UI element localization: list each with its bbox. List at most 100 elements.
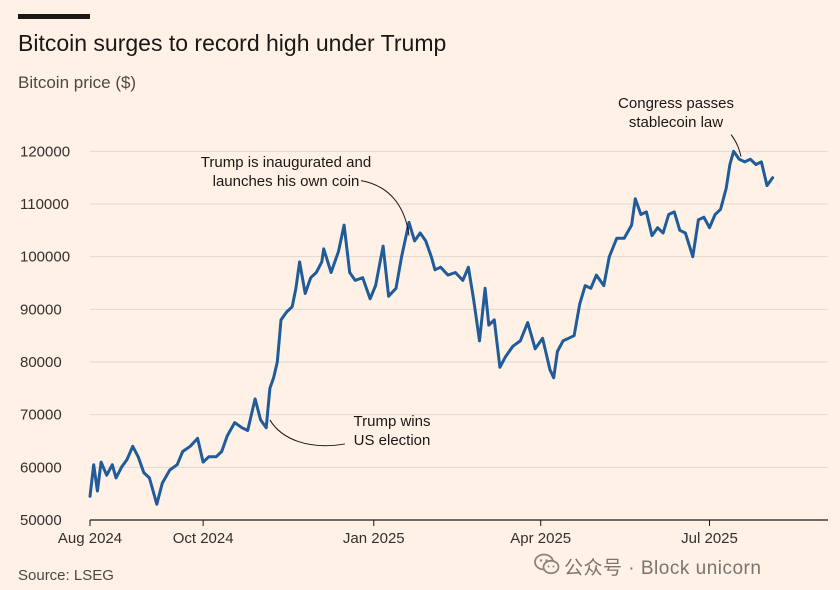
data-point [714, 213, 716, 216]
data-point [733, 150, 735, 152]
data-point [330, 271, 332, 274]
data-point [738, 158, 740, 160]
data-point [590, 287, 592, 289]
data-point [176, 464, 178, 466]
y-tick-label: 120000 [20, 143, 70, 160]
data-point [349, 271, 351, 274]
data-point [425, 240, 427, 242]
data-point [221, 450, 223, 453]
data-point [354, 279, 356, 281]
source-note: Source: LSEG [18, 567, 114, 584]
data-point [662, 232, 664, 234]
data-point [584, 285, 586, 287]
y-tick-labels: 50000 60000 70000 80000 90000 100000 110000 120… [20, 143, 70, 529]
grid-lines [90, 150, 828, 521]
data-point [215, 456, 217, 458]
annotation-leader [360, 180, 410, 236]
annotation-label: launches his own coin [213, 173, 360, 190]
series-layer [88, 149, 775, 506]
data-point [202, 461, 204, 463]
data-point [478, 340, 481, 342]
data-point [579, 303, 581, 305]
data-point [608, 256, 610, 258]
data-point [447, 274, 449, 276]
data-point [573, 335, 575, 337]
data-point [189, 445, 191, 447]
data-point [512, 345, 514, 347]
data-point [106, 474, 108, 476]
data-point [143, 472, 145, 474]
y-axis-label: Bitcoin price ($) [18, 73, 137, 92]
data-point [323, 248, 325, 250]
data-point [343, 224, 345, 226]
data-point [493, 319, 495, 321]
data-point [729, 163, 731, 166]
data-point [395, 287, 397, 289]
data-point [567, 337, 570, 339]
y-tick-label: 70000 [20, 407, 62, 424]
data-point [148, 477, 150, 479]
data-point [304, 292, 306, 295]
annotation-label: Congress passes [618, 95, 734, 112]
data-point [623, 237, 625, 239]
data-point [766, 184, 768, 187]
data-point [720, 208, 722, 210]
data-point [488, 324, 490, 326]
data-point [668, 213, 670, 216]
data-point [96, 490, 99, 492]
data-point [562, 340, 564, 342]
x-tick-label: Jan 2025 [343, 530, 405, 547]
data-point [640, 213, 642, 216]
data-point [169, 469, 171, 471]
data-point [656, 227, 659, 229]
data-point [276, 361, 278, 363]
annotation-leader [730, 134, 742, 157]
data-point [273, 377, 275, 379]
data-point [298, 261, 301, 263]
y-tick-label: 110000 [20, 196, 69, 213]
annotation-label: stablecoin law [629, 114, 723, 131]
data-point [247, 429, 249, 432]
data-point [708, 227, 711, 229]
chart-title: Bitcoin surges to record high under Trum… [18, 30, 447, 56]
data-point [337, 250, 340, 252]
data-point [413, 240, 416, 242]
data-point [504, 356, 507, 358]
data-point [549, 369, 551, 371]
data-point [132, 445, 134, 447]
annotation-label: Trump wins [354, 413, 431, 430]
data-point [100, 461, 102, 463]
data-point [553, 377, 555, 379]
watermark-text: 公众号 · Block unicorn [564, 558, 762, 579]
data-point [519, 340, 521, 342]
data-point [462, 279, 464, 281]
data-point [156, 503, 158, 505]
data-point [454, 271, 456, 274]
data-point [315, 271, 317, 274]
data-point [369, 298, 371, 300]
data-point [286, 311, 288, 313]
data-point [93, 464, 95, 466]
data-point [120, 466, 123, 468]
data-point [634, 198, 636, 200]
data-point [111, 464, 113, 466]
data-point [703, 216, 705, 218]
data-point [771, 177, 774, 179]
x-tick-labels: Aug 2024 Oct 2024 Jan 2025 Apr 2025 Jul 2025 [58, 520, 738, 547]
data-point [295, 287, 297, 289]
data-point [541, 337, 544, 339]
data-point [692, 256, 694, 258]
data-point [208, 456, 210, 458]
data-point [234, 421, 236, 424]
data-point [269, 387, 271, 389]
data-point [651, 235, 653, 237]
watermark: 公众号 · Block unicorn [534, 551, 824, 581]
data-point [697, 219, 699, 221]
data-point [260, 419, 262, 421]
y-tick-label: 60000 [20, 459, 62, 476]
annotations-layer: Trump wins US election Trump is inaugurate… [201, 95, 742, 449]
data-point [310, 277, 312, 279]
data-point [744, 161, 746, 163]
data-point [595, 274, 597, 276]
data-point [89, 495, 91, 497]
